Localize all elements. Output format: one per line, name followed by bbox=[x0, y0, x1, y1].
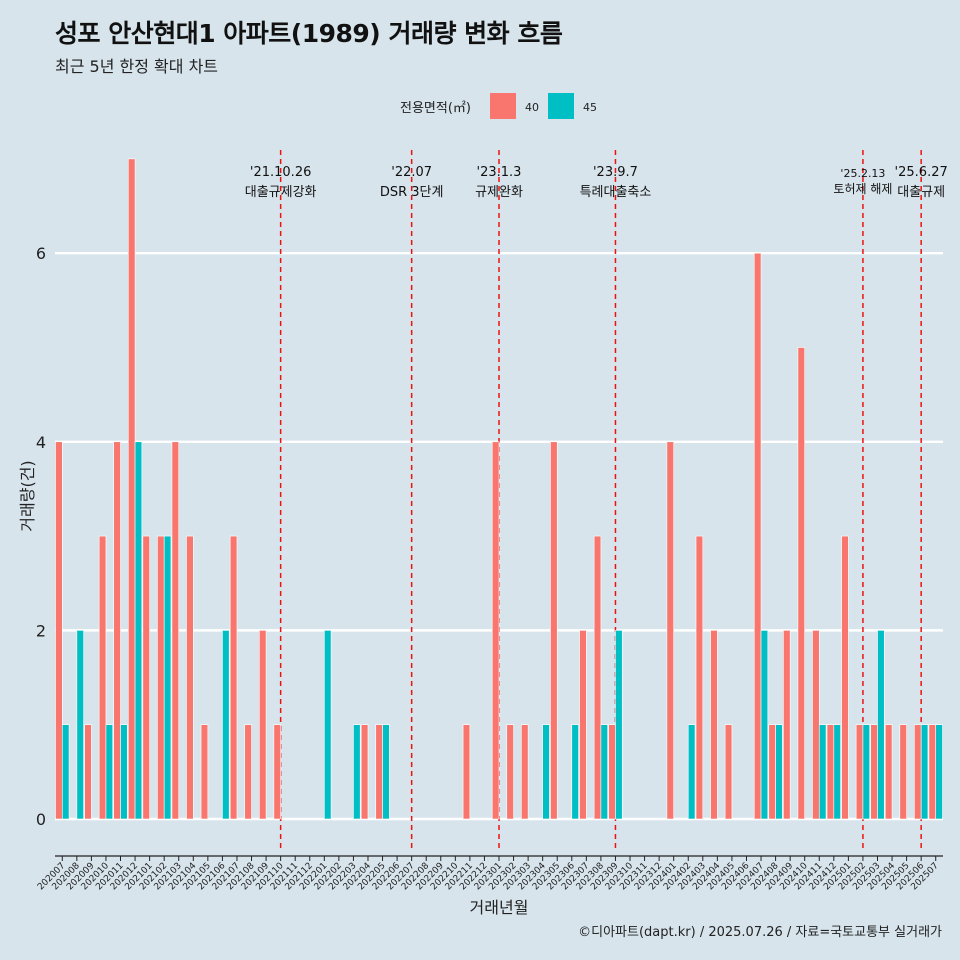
bar-40-202109 bbox=[259, 630, 267, 820]
bar-45-202407 bbox=[760, 630, 769, 820]
event-date-label: '25.6.27 bbox=[895, 165, 948, 180]
bar-40-202409 bbox=[783, 630, 791, 820]
bar-40-202506 bbox=[914, 724, 922, 820]
bar-40-202009 bbox=[84, 724, 92, 820]
bar-45-202502 bbox=[862, 724, 871, 820]
y-tick-label: 6 bbox=[36, 244, 46, 263]
bar-40-202007 bbox=[55, 441, 63, 820]
y-axis-title: 거래량(건) bbox=[18, 460, 37, 531]
event-name-label: DSR 3단계 bbox=[380, 185, 444, 200]
bar-40-202412 bbox=[826, 724, 835, 820]
legend-swatch-40 bbox=[490, 93, 516, 119]
event-name-label: 규제완화 bbox=[475, 185, 523, 200]
bar-40-202502 bbox=[855, 724, 864, 820]
bar-40-202107 bbox=[229, 535, 238, 820]
bar-45-202412 bbox=[833, 724, 841, 820]
bar-40-202405 bbox=[724, 724, 733, 820]
bar-45-202408 bbox=[775, 724, 783, 820]
bar-45-202203 bbox=[353, 724, 361, 820]
bar-40-202104 bbox=[186, 535, 194, 820]
bar-45-202402 bbox=[687, 724, 696, 820]
bar-40-202407 bbox=[753, 252, 762, 820]
bar-40-202408 bbox=[768, 724, 776, 820]
y-tick-label: 4 bbox=[36, 433, 46, 452]
event-date-label: '22.07 bbox=[391, 165, 432, 180]
bar-40-202307 bbox=[579, 630, 587, 820]
bar-40-202404 bbox=[710, 630, 718, 820]
chart-title: 성포 안산현대1 아파트(1989) 거래량 변화 흐름 bbox=[55, 19, 563, 48]
event-name-label: 대출규제 bbox=[897, 185, 945, 200]
x-axis-title: 거래년월 bbox=[470, 898, 529, 917]
bars bbox=[55, 158, 943, 820]
bar-40-202505 bbox=[899, 724, 907, 820]
bar-45-202205 bbox=[382, 724, 390, 820]
bar-40-202110 bbox=[273, 724, 281, 820]
event-name-label: 토허제 해제 bbox=[833, 182, 892, 196]
y-tick-label: 2 bbox=[36, 621, 46, 640]
bar-45-202201 bbox=[324, 630, 332, 820]
bar-45-202304 bbox=[542, 724, 550, 820]
bar-45-202306 bbox=[571, 724, 579, 820]
legend-swatch-45 bbox=[548, 93, 574, 119]
event-date-label: '25.2.13 bbox=[840, 167, 885, 180]
y-tick-label: 0 bbox=[36, 810, 46, 829]
bar-40-202012 bbox=[127, 158, 136, 820]
bar-40-202301 bbox=[491, 441, 500, 820]
bar-40-202401 bbox=[666, 441, 674, 820]
bar-40-202102 bbox=[157, 535, 165, 820]
bar-45-202010 bbox=[105, 724, 114, 820]
bar-40-202305 bbox=[550, 441, 558, 820]
bar-40-202309 bbox=[608, 724, 616, 820]
bar-45-202411 bbox=[818, 724, 827, 820]
bar-40-202211 bbox=[462, 724, 471, 820]
event-date-label: '21.10.26 bbox=[250, 165, 311, 180]
bar-40-202011 bbox=[113, 441, 121, 820]
bar-40-202503 bbox=[870, 724, 878, 820]
chart-subtitle: 최근 5년 한정 확대 차트 bbox=[55, 57, 219, 76]
bar-45-202007 bbox=[61, 724, 70, 820]
event-date-label: '23.9.7 bbox=[593, 165, 638, 180]
bar-40-202105 bbox=[200, 724, 209, 820]
bar-45-202309 bbox=[615, 630, 623, 820]
event-name-label: 대출규제강화 bbox=[245, 185, 317, 200]
bar-40-202504 bbox=[884, 724, 893, 820]
legend-label-40: 40 bbox=[525, 101, 539, 114]
bar-40-202108 bbox=[244, 724, 252, 820]
event-date-label: '23.1.3 bbox=[477, 165, 522, 180]
bar-40-202303 bbox=[521, 724, 529, 820]
legend-label-45: 45 bbox=[583, 101, 597, 114]
bar-40-202501 bbox=[841, 535, 849, 820]
bar-40-202010 bbox=[98, 535, 107, 820]
bar-40-202308 bbox=[593, 535, 602, 820]
bar-45-202011 bbox=[120, 724, 128, 820]
bar-40-202101 bbox=[142, 535, 150, 820]
bar-45-202507 bbox=[935, 724, 943, 820]
bar-45-202503 bbox=[877, 630, 885, 820]
bar-40-202411 bbox=[812, 630, 820, 820]
bar-40-202302 bbox=[506, 724, 514, 820]
bar-45-202012 bbox=[134, 441, 143, 820]
bar-45-202008 bbox=[76, 630, 84, 820]
bar-40-202204 bbox=[360, 724, 369, 820]
bar-40-202507 bbox=[928, 724, 937, 820]
source-caption: ©디아파트(dapt.kr) / 2025.07.26 / 자료=국토교통부 실… bbox=[578, 925, 942, 940]
bar-40-202410 bbox=[797, 347, 806, 820]
bar-45-202106 bbox=[222, 630, 230, 820]
event-name-label: 특례대출축소 bbox=[580, 185, 652, 200]
bar-40-202205 bbox=[375, 724, 383, 820]
bar-45-202506 bbox=[920, 724, 929, 820]
legend: 전용면적(㎡) 40 45 bbox=[400, 93, 597, 119]
event-lines: '21.10.26 대출규제강화 '22.07 DSR 3단계 '23.1.3 규제완화 '… bbox=[245, 150, 948, 852]
bar-40-202403 bbox=[695, 535, 704, 820]
bar-45-202102 bbox=[163, 535, 172, 820]
bar-40-202103 bbox=[171, 441, 180, 820]
legend-title: 전용면적(㎡) bbox=[400, 101, 471, 116]
bar-45-202308 bbox=[600, 724, 608, 820]
